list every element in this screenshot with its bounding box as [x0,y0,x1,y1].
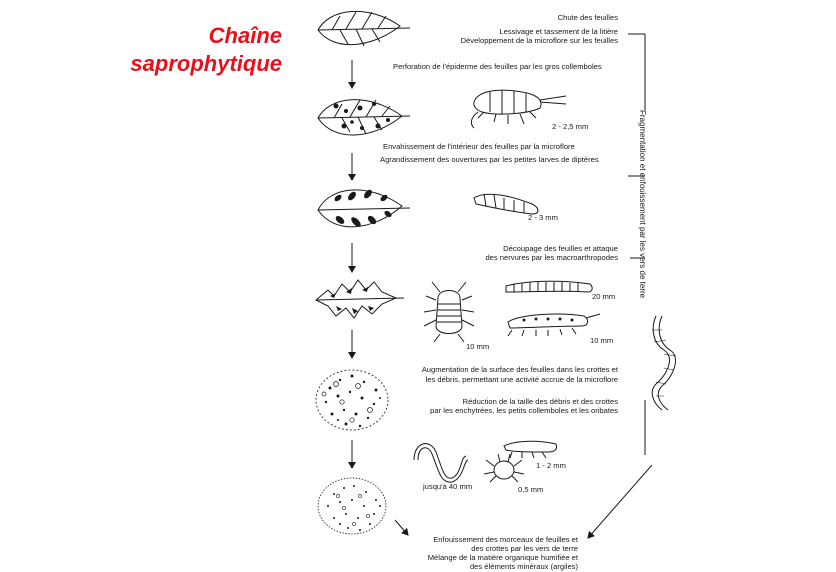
label-perforation: Perforation de l'épiderme des feuilles p… [393,62,602,71]
size-oribate: 0,5 mm [518,485,544,494]
isopod-icon [423,281,475,343]
label-reduction-2: par les enchytrées, les petits collembol… [430,406,618,415]
diptera-larva-icon [473,193,539,215]
label-melange-2: des éléments minéraux (argiles) [469,562,578,571]
label-decoupage-2: des nervures par les macroarthropodes [485,253,618,262]
label-enfouissement-1: Enfouissement des morceaux de feuilles e… [433,535,578,544]
stage-arrows [348,60,653,539]
label-chute: Chute des feuilles [557,13,618,22]
size-larve: 2 - 3 mm [528,213,558,222]
side-label-fragmentation: Fragmentation et enfouissement par les v… [638,110,647,299]
centipede-icon [507,313,601,337]
debris-heap [315,369,389,431]
title-line-1: Chaîne [208,23,282,48]
leaf-fragmented [315,279,405,319]
label-agrandissement: Agrandissement des ouvertures par les pe… [380,155,599,164]
leaf-invaded [317,189,411,228]
enchytraeid-icon [413,443,469,483]
label-augmentation-2: les débris, permettant une activité accr… [425,375,618,384]
small-springtail-icon [503,440,557,459]
label-reduction-1: Réduction de la taille des débris et des… [462,397,618,406]
title-line-2: saprophytique [130,51,282,76]
size-enchytree: jusqu'à 40 mm [423,482,473,491]
size-collembole: 2 - 2,5 mm [552,122,589,131]
millipede-icon [505,280,593,293]
size-isopode: 10 mm [466,342,490,351]
label-enfouissement-2: des crottes par les vers de terre [471,544,578,553]
humus-heap [317,477,387,535]
size-collembole-petit: 1 - 2 mm [536,461,566,470]
label-lessivage-1: Lessivage et tassement de la litière [499,27,618,36]
leaf-intact [317,10,411,47]
leaf-perforated [317,99,411,136]
oribatid-mite-icon [483,453,525,483]
label-lessivage-2: Développement de la microflore sur les f… [460,36,618,45]
label-augmentation-1: Augmentation de la surface des feuilles … [421,365,618,374]
label-melange-1: Mélange de la matière organique humifiée… [427,553,578,562]
label-decoupage-1: Découpage des feuilles et attaque [503,244,618,253]
side-bracket [628,33,646,455]
springtail-icon [470,89,567,129]
size-diplopode: 20 mm [592,292,616,301]
earthworm-icon [651,315,677,411]
label-envahissement: Envahissement de l'intérieur des feuille… [383,142,575,151]
size-chilopode: 10 mm [590,336,614,345]
